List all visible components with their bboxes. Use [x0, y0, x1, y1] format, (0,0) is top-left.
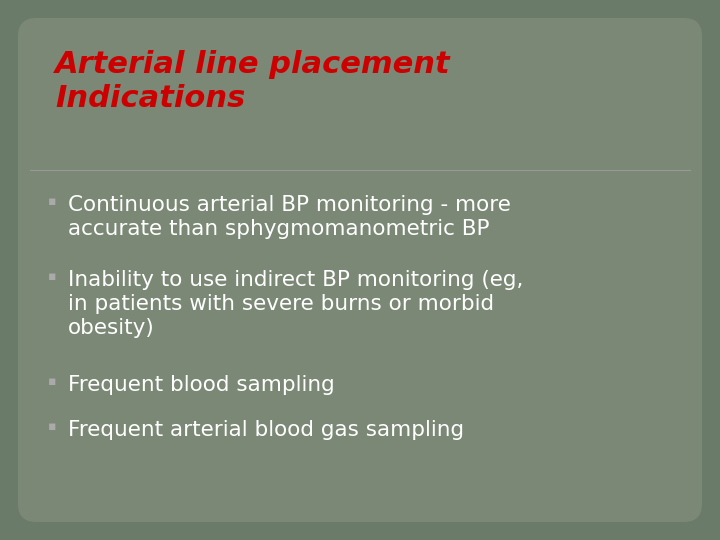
FancyBboxPatch shape	[18, 18, 702, 522]
Text: ▪: ▪	[48, 270, 56, 283]
Text: Frequent arterial blood gas sampling: Frequent arterial blood gas sampling	[68, 420, 464, 440]
Text: ▪: ▪	[48, 420, 56, 433]
Text: Frequent blood sampling: Frequent blood sampling	[68, 375, 335, 395]
Text: Inability to use indirect BP monitoring (eg,
in patients with severe burns or mo: Inability to use indirect BP monitoring …	[68, 270, 523, 338]
Text: ▪: ▪	[48, 375, 56, 388]
Text: Arterial line placement
Indications: Arterial line placement Indications	[55, 50, 451, 113]
Text: Continuous arterial BP monitoring - more
accurate than sphygmomanometric BP: Continuous arterial BP monitoring - more…	[68, 195, 511, 239]
Text: ▪: ▪	[48, 195, 56, 208]
